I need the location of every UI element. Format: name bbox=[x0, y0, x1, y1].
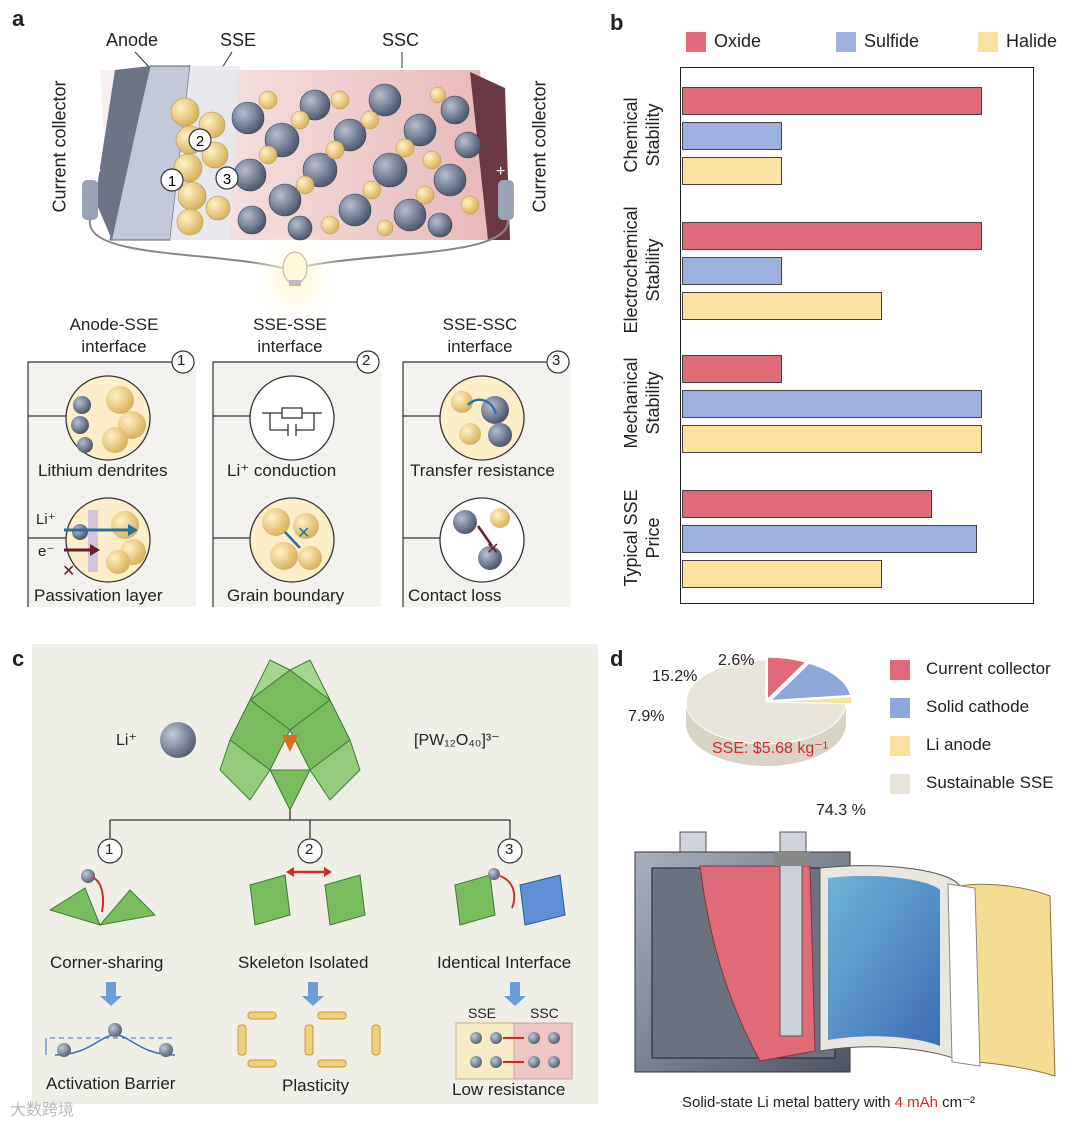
chart-plot-area bbox=[680, 67, 1034, 604]
minus-sign: − bbox=[92, 163, 101, 180]
battery-cell-illustration: − + bbox=[82, 51, 514, 330]
bar-oxide-1 bbox=[682, 222, 982, 250]
bar-halide-2 bbox=[682, 425, 982, 453]
battery-caption: Solid-state Li metal battery with 4 mAh … bbox=[682, 1094, 976, 1111]
electron-label: e⁻ bbox=[38, 543, 55, 560]
pie-pct-label-0: 7.9% bbox=[628, 708, 665, 725]
li-ion-label: Li⁺ bbox=[36, 511, 56, 528]
legend-swatch-halide bbox=[978, 32, 998, 52]
pie-slice-li-anode bbox=[771, 696, 853, 705]
pie-pct-label-2: 2.6% bbox=[718, 652, 755, 669]
interface-3-title: SSE-SSC interface bbox=[442, 315, 518, 356]
branch-1-number: 1 bbox=[105, 841, 114, 858]
pie-legend-swatch-0 bbox=[890, 660, 910, 680]
interface-1-title: Anode-SSE interface bbox=[69, 315, 159, 356]
cross-mark-e: ✕ bbox=[62, 563, 75, 580]
low-resistance-label: Low resistance bbox=[452, 1080, 566, 1099]
bar-sulfide-1 bbox=[682, 257, 782, 285]
pie-legend-label-3: Sustainable SSE bbox=[926, 773, 1054, 792]
activation-barrier-label: Activation Barrier bbox=[46, 1074, 176, 1093]
skeleton-isolated-label: Skeleton Isolated bbox=[238, 953, 369, 972]
interface-boxes: ✕ ✕ ✕ bbox=[27, 350, 571, 607]
bar-oxide-0 bbox=[682, 87, 982, 115]
legend-label-sulfide: Sulfide bbox=[864, 31, 920, 51]
pie-legend-swatch-1 bbox=[890, 698, 910, 718]
ssc-label: SSC bbox=[382, 30, 420, 50]
contact-loss-label: Contact loss bbox=[408, 586, 502, 605]
branch-2-number: 2 bbox=[305, 841, 314, 858]
transfer-resistance-label: Transfer resistance bbox=[410, 461, 555, 480]
bar-halide-1 bbox=[682, 292, 882, 320]
pie-slice-current-collector bbox=[766, 656, 807, 701]
legend-label-halide: Halide bbox=[1006, 31, 1058, 51]
marker-3: 3 bbox=[223, 171, 231, 188]
panel-b-letter: b bbox=[610, 10, 624, 35]
interface-2-title: SSE-SSE interface bbox=[253, 315, 327, 356]
legend-swatch-sulfide bbox=[836, 32, 856, 52]
interface-3-number: 3 bbox=[552, 352, 561, 369]
bar-oxide-2 bbox=[682, 355, 782, 383]
sse-box-label: SSE bbox=[468, 1005, 497, 1021]
bar-sulfide-3 bbox=[682, 525, 977, 553]
panel-d-letter: d bbox=[610, 646, 624, 671]
plasticity-label: Plasticity bbox=[282, 1076, 350, 1095]
pie-slice-sustainable-sse bbox=[685, 659, 847, 745]
branch-3-number: 3 bbox=[505, 841, 514, 858]
li-conduction-label: Li⁺ conduction bbox=[227, 461, 337, 480]
cost-pie-chart bbox=[685, 656, 853, 766]
svg-text:✕: ✕ bbox=[297, 525, 310, 542]
ssc-box-label: SSC bbox=[530, 1005, 559, 1021]
polyoxometalate-illustration bbox=[45, 659, 573, 1080]
anode-label: Anode bbox=[106, 30, 159, 50]
interface-2-number: 2 bbox=[362, 352, 371, 369]
pie-legend-swatch-3 bbox=[890, 774, 910, 794]
bar-halide-3 bbox=[682, 560, 882, 588]
battery-pouch-illustration bbox=[634, 831, 1056, 1077]
watermark: 大数跨境 bbox=[10, 1102, 75, 1119]
grain-boundary-label: Grain boundary bbox=[227, 586, 345, 605]
lithium-dendrites-label: Lithium dendrites bbox=[38, 461, 168, 480]
bar-oxide-3 bbox=[682, 490, 932, 518]
legend-swatch-oxide bbox=[686, 32, 706, 52]
interface-1-number: 1 bbox=[177, 352, 186, 369]
passivation-layer-label: Passivation layer bbox=[34, 586, 163, 605]
sse-label: SSE bbox=[220, 30, 257, 50]
legend-label-oxide: Oxide bbox=[714, 31, 762, 51]
pie-slice-solid-cathode bbox=[769, 662, 852, 701]
category-label-3: Typical SSE Price bbox=[621, 489, 663, 587]
pie-legend-label-2: Li anode bbox=[926, 735, 992, 754]
bar-sulfide-2 bbox=[682, 390, 982, 418]
li-ion-label-c: Li⁺ bbox=[116, 732, 137, 749]
svg-text:✕: ✕ bbox=[486, 541, 499, 558]
pw-cluster-label: [PW₁₂O₄₀]³⁻ bbox=[414, 732, 500, 749]
pie-center-label: SSE: $5.68 kg⁻¹ bbox=[712, 740, 829, 757]
plus-sign: + bbox=[496, 163, 505, 180]
pie-pct-label-1: 15.2% bbox=[652, 668, 698, 685]
identical-interface-label: Identical Interface bbox=[437, 953, 572, 972]
pie-legend-label-1: Solid cathode bbox=[926, 697, 1030, 716]
panel-c-letter: c bbox=[12, 646, 25, 671]
bar-sulfide-0 bbox=[682, 122, 782, 150]
panel-a-letter: a bbox=[12, 6, 25, 31]
pie-legend-swatch-2 bbox=[890, 736, 910, 756]
bar-halide-0 bbox=[682, 157, 782, 185]
pie-legend-label-0: Current collector bbox=[926, 659, 1051, 678]
corner-sharing-label: Corner-sharing bbox=[50, 953, 164, 972]
marker-1: 1 bbox=[168, 173, 176, 190]
pie-pct-label-3: 74.3 % bbox=[816, 802, 866, 819]
marker-2: 2 bbox=[196, 133, 204, 150]
